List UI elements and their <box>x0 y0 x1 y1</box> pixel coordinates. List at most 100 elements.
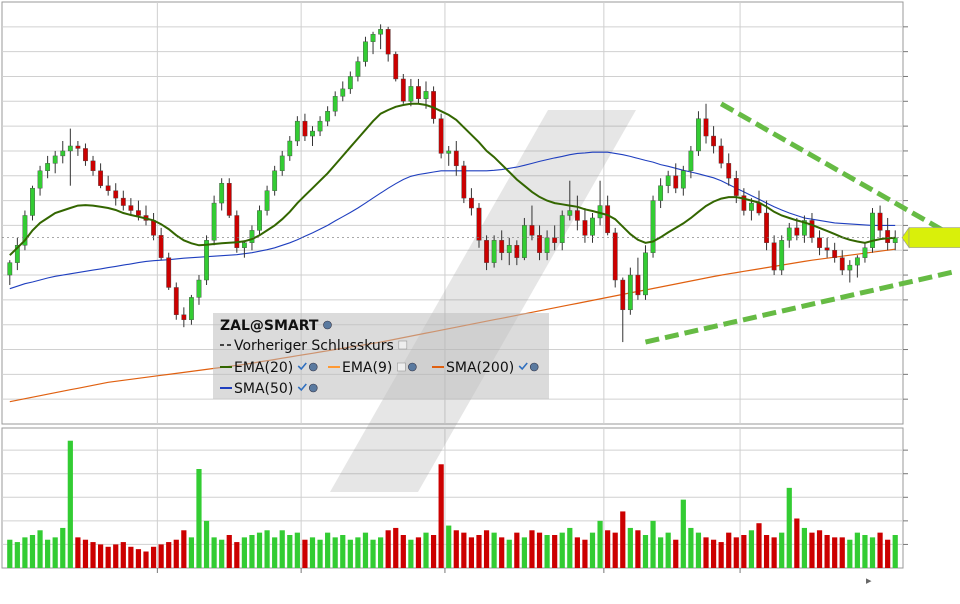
candle <box>438 113 444 159</box>
candle <box>537 225 542 261</box>
checkbox-icon[interactable] <box>398 340 408 350</box>
candle <box>378 24 384 50</box>
volume-bar <box>824 535 830 568</box>
candle-body <box>30 187 35 216</box>
candle <box>416 78 421 104</box>
legend-label[interactable]: SMA(50) <box>234 381 293 397</box>
candle-body <box>370 34 376 42</box>
volume-bar <box>710 539 717 568</box>
candle <box>75 141 81 156</box>
volume-bar <box>506 539 512 568</box>
candle <box>431 86 436 124</box>
gear-icon[interactable] <box>323 320 332 330</box>
candle <box>37 165 43 196</box>
legend-label[interactable]: SMA(200) <box>446 360 514 376</box>
volume-bar <box>612 532 618 568</box>
candle <box>310 126 315 146</box>
sma50-line <box>9 151 896 290</box>
candle <box>22 210 28 251</box>
candle-body <box>484 240 489 263</box>
candle <box>461 160 467 204</box>
candle <box>45 155 51 179</box>
candle-body <box>378 29 384 35</box>
candle <box>764 200 769 251</box>
candle <box>113 183 119 206</box>
volume-bar <box>521 537 527 568</box>
volume-bar <box>847 539 853 568</box>
candle-body <box>60 150 66 157</box>
candle-body <box>416 86 421 100</box>
gear-icon[interactable] <box>408 362 417 372</box>
volume-bar <box>605 530 611 568</box>
gear-icon[interactable] <box>308 383 318 393</box>
volume-bar <box>241 537 247 568</box>
candle-body <box>665 175 671 186</box>
candle-body <box>438 118 444 154</box>
checkbox-icon[interactable] <box>397 362 406 372</box>
candle-body <box>294 120 300 142</box>
legend-label[interactable]: Vorheriger Schlusskurs <box>234 338 394 354</box>
candle <box>14 237 20 271</box>
candle <box>52 150 58 174</box>
candle-body <box>794 227 800 236</box>
candle <box>680 165 686 196</box>
candle <box>181 307 187 328</box>
candle <box>506 237 512 266</box>
candle <box>779 235 785 276</box>
volume-bar <box>355 537 361 568</box>
volume-bar <box>635 530 641 568</box>
volume-bar <box>877 532 883 568</box>
candle-body <box>726 163 732 179</box>
candle <box>340 81 346 102</box>
volume-bar <box>287 535 293 568</box>
candle <box>219 178 225 211</box>
candle-body <box>37 170 43 189</box>
candle-body <box>249 230 255 243</box>
candle-body <box>7 262 13 276</box>
gear-icon[interactable] <box>529 362 539 372</box>
legend-label[interactable]: ZAL@SMART <box>220 318 319 334</box>
candle-body <box>279 155 285 172</box>
candle <box>83 143 88 166</box>
candle-body <box>241 242 247 248</box>
price-gridlines <box>2 26 908 400</box>
candle <box>673 163 679 194</box>
candle-body <box>854 257 860 266</box>
candle <box>892 230 898 251</box>
candle-body <box>824 247 830 251</box>
candle <box>658 178 664 209</box>
candle <box>665 170 671 194</box>
candle <box>264 185 270 216</box>
volume-bar <box>703 537 709 568</box>
volume-bar <box>514 532 520 568</box>
candle <box>484 235 489 271</box>
legend-label[interactable]: EMA(20) <box>234 360 293 376</box>
candle <box>696 111 701 156</box>
volume-bar <box>582 539 588 568</box>
volume-bar <box>97 544 104 568</box>
candle-body <box>446 150 452 154</box>
candle <box>817 230 822 256</box>
candle-body <box>181 314 187 320</box>
candle <box>257 205 262 236</box>
volume-bar <box>264 530 270 568</box>
check-icon[interactable] <box>297 383 307 392</box>
volume-bar <box>529 530 535 568</box>
candle-body <box>559 215 565 243</box>
candle-body <box>877 212 883 231</box>
candle-body <box>226 183 232 216</box>
candle-body <box>166 257 172 288</box>
gear-icon[interactable] <box>308 362 318 372</box>
legend-label[interactable]: EMA(9) <box>342 360 392 376</box>
candle <box>771 235 777 276</box>
candle <box>499 230 505 261</box>
check-icon[interactable] <box>297 362 307 371</box>
volume-bar <box>347 539 353 568</box>
volume-bar <box>29 535 36 568</box>
candle <box>469 188 474 216</box>
candle-body <box>52 155 58 164</box>
check-icon[interactable] <box>518 362 528 371</box>
candle <box>711 126 716 154</box>
volume-bar <box>362 532 369 568</box>
candle-body <box>885 230 891 243</box>
